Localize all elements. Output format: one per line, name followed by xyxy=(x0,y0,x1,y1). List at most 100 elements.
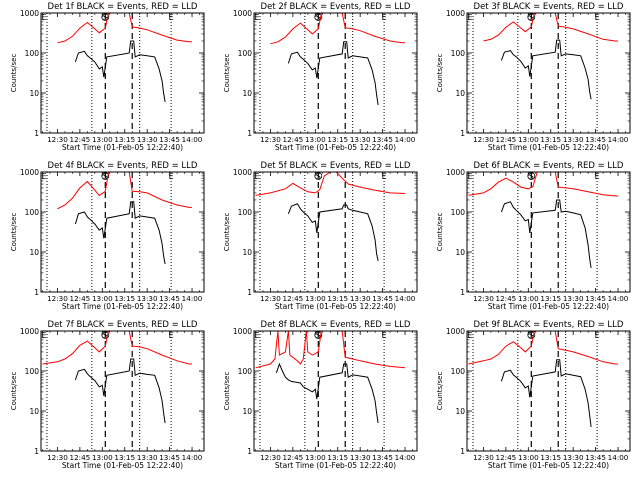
marker-label-e: E xyxy=(382,331,387,340)
y-tick-label: 10 xyxy=(242,407,252,416)
panel-title: Det 2f BLACK = Events, RED = LLD xyxy=(261,2,411,12)
marker-label-e: E xyxy=(467,172,472,181)
marker-label-e: E xyxy=(41,331,46,340)
marker-label-e: E xyxy=(41,172,46,181)
series-lld-line xyxy=(468,330,618,365)
x-tick-label: 13:30 xyxy=(563,453,584,462)
series-events-line xyxy=(74,40,166,102)
x-tick-label: 12:30 xyxy=(473,294,494,303)
x-axis-label: Start Time (01-Feb-05 12:22:40) xyxy=(62,461,183,470)
series-events-line xyxy=(287,41,379,106)
panel-title: Det 5f BLACK = Events, RED = LLD xyxy=(261,161,411,171)
x-axis-label: Start Time (01-Feb-05 12:22:40) xyxy=(62,143,183,152)
x-tick-label: 13:45 xyxy=(372,135,393,144)
panel-title: Det 4f BLACK = Events, RED = LLD xyxy=(48,161,198,171)
y-tick-label: 1 xyxy=(460,288,465,297)
panel-1: Det 1f BLACK = Events, RED = LLD 1 10 100 10… xyxy=(10,2,205,152)
x-tick-label: 12:30 xyxy=(47,453,68,462)
x-tick-label: 12:30 xyxy=(47,294,68,303)
x-tick-label: 12:45 xyxy=(70,453,91,462)
x-tick-label: 13:15 xyxy=(114,294,135,303)
x-tick-label: 13:15 xyxy=(114,135,135,144)
x-tick-label: 13:15 xyxy=(327,294,348,303)
y-axis-label: Counts/sec xyxy=(10,213,18,252)
plot-frame xyxy=(253,171,418,293)
x-tick-label: 14:00 xyxy=(395,453,416,462)
x-axis-label: Start Time (01-Feb-05 12:22:40) xyxy=(275,461,396,470)
marker-label-e: E xyxy=(254,331,259,340)
x-tick-label: 12:45 xyxy=(283,453,304,462)
marker-label-s: S xyxy=(316,13,321,22)
marker-label-s: S xyxy=(103,172,108,181)
series-lld-line xyxy=(57,171,192,210)
marker-label-e: E xyxy=(169,331,174,340)
x-tick-label: 13:45 xyxy=(159,453,180,462)
y-tick-label: 100 xyxy=(25,208,40,217)
x-tick-label: 14:00 xyxy=(608,135,629,144)
series-events-line xyxy=(500,199,592,268)
x-tick-label: 13:45 xyxy=(372,453,393,462)
y-tick-label: 1000 xyxy=(446,168,465,177)
y-tick-label: 1 xyxy=(34,288,39,297)
marker-label-e: E xyxy=(595,13,600,22)
panel-5: Det 5f BLACK = Events, RED = LLD 1 10 100 10… xyxy=(223,161,418,311)
panel-title: Det 3f BLACK = Events, RED = LLD xyxy=(474,2,624,12)
x-tick-label: 13:45 xyxy=(585,294,606,303)
marker-label-e: E xyxy=(254,13,259,22)
x-tick-label: 13:30 xyxy=(563,294,584,303)
x-tick-label: 13:00 xyxy=(92,294,113,303)
y-tick-label: 1000 xyxy=(446,327,465,336)
x-tick-label: 12:45 xyxy=(70,135,91,144)
plot-frame xyxy=(40,171,205,293)
marker-label-e: E xyxy=(254,172,259,181)
marker-label-e: E xyxy=(467,13,472,22)
y-tick-label: 10 xyxy=(29,248,39,257)
panel-title: Det 8f BLACK = Events, RED = LLD xyxy=(261,320,411,330)
series-events-line xyxy=(500,39,592,100)
series-lld-line xyxy=(255,171,406,196)
panel-8: Det 8f BLACK = Events, RED = LLD 1 10 100 10… xyxy=(223,320,418,470)
y-tick-label: 1000 xyxy=(233,168,252,177)
y-tick-label: 10 xyxy=(242,248,252,257)
x-tick-label: 13:30 xyxy=(350,135,371,144)
marker-label-e: E xyxy=(595,172,600,181)
series-events-line xyxy=(500,359,592,427)
series-lld-line xyxy=(468,171,619,197)
y-tick-label: 100 xyxy=(25,367,40,376)
x-tick-label: 13:45 xyxy=(159,294,180,303)
x-tick-label: 13:30 xyxy=(137,453,158,462)
x-axis-label: Start Time (01-Feb-05 12:22:40) xyxy=(488,143,609,152)
x-tick-label: 13:45 xyxy=(585,135,606,144)
x-tick-label: 13:00 xyxy=(305,294,326,303)
x-tick-label: 13:15 xyxy=(327,135,348,144)
x-axis-label: Start Time (01-Feb-05 12:22:40) xyxy=(488,302,609,311)
x-tick-label: 12:45 xyxy=(496,453,517,462)
y-tick-label: 1 xyxy=(460,129,465,138)
x-tick-label: 14:00 xyxy=(182,135,203,144)
x-axis-label: Start Time (01-Feb-05 12:22:40) xyxy=(275,302,396,311)
x-tick-label: 13:00 xyxy=(305,135,326,144)
marker-label-s: S xyxy=(529,172,534,181)
x-tick-label: 13:15 xyxy=(540,453,561,462)
x-tick-label: 12:45 xyxy=(283,135,304,144)
marker-label-e: E xyxy=(41,13,46,22)
plot-frame xyxy=(253,12,418,134)
y-tick-label: 1000 xyxy=(20,327,39,336)
x-tick-label: 12:30 xyxy=(260,294,281,303)
panel-title: Det 6f BLACK = Events, RED = LLD xyxy=(474,161,624,171)
marker-label-e: E xyxy=(382,172,387,181)
x-tick-label: 14:00 xyxy=(182,294,203,303)
marker-label-s: S xyxy=(529,331,534,340)
x-tick-label: 13:45 xyxy=(585,453,606,462)
y-tick-label: 1000 xyxy=(233,327,252,336)
y-tick-label: 10 xyxy=(29,89,39,98)
marker-label-e: E xyxy=(169,172,174,181)
x-tick-label: 13:00 xyxy=(518,453,539,462)
x-tick-label: 13:30 xyxy=(137,135,158,144)
x-tick-label: 12:30 xyxy=(473,453,494,462)
plot-frame xyxy=(466,12,631,134)
y-tick-label: 100 xyxy=(451,367,466,376)
y-axis-label: Counts/sec xyxy=(436,372,444,411)
y-tick-label: 100 xyxy=(451,49,466,58)
